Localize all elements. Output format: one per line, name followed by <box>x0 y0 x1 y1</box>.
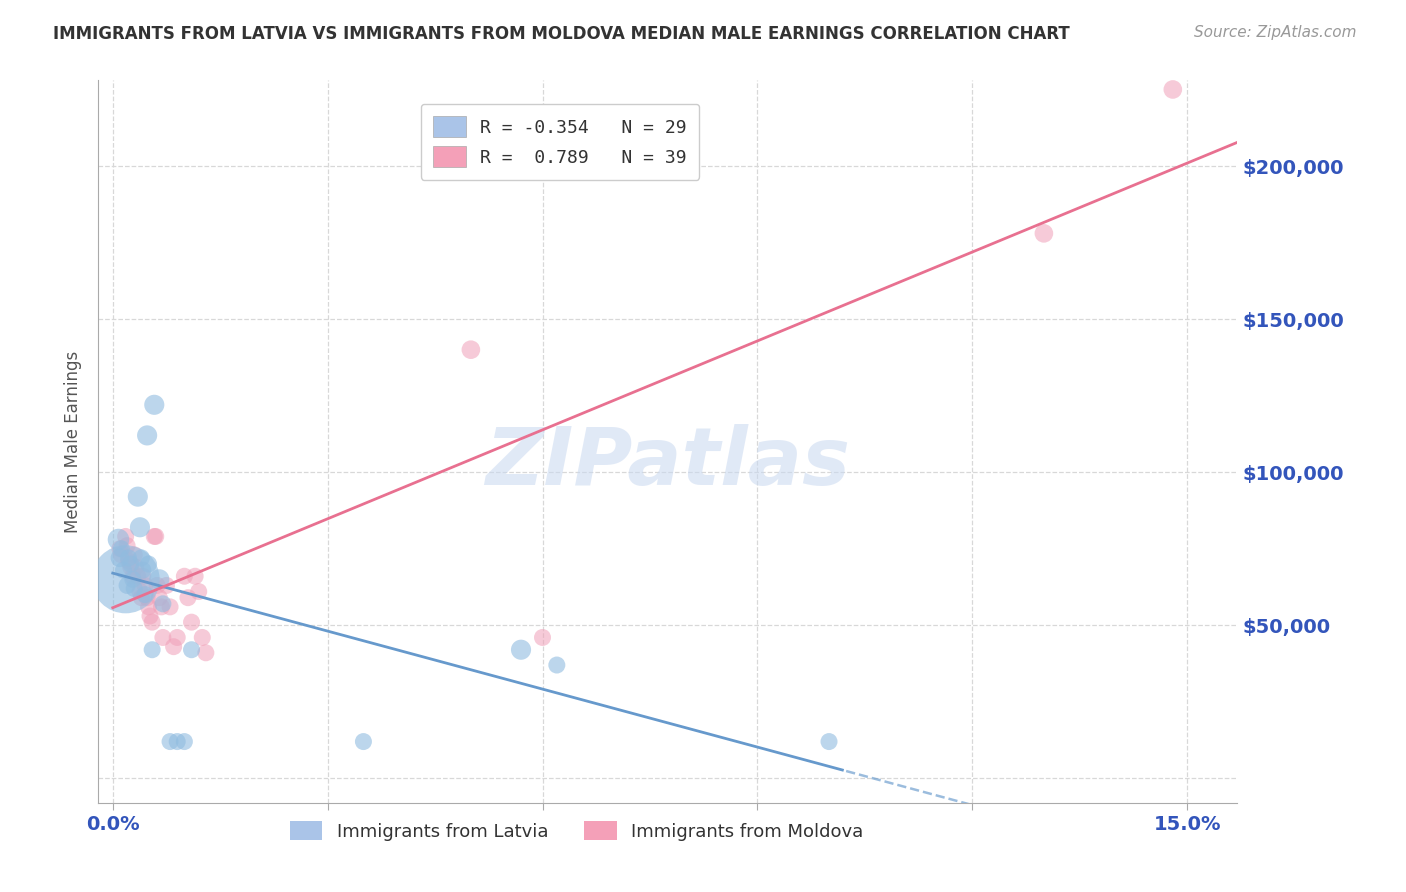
Point <box>162 640 184 654</box>
Point <box>121 572 143 586</box>
Text: IMMIGRANTS FROM LATVIA VS IMMIGRANTS FROM MOLDOVA MEDIAN MALE EARNINGS CORRELATI: IMMIGRANTS FROM LATVIA VS IMMIGRANTS FRO… <box>53 25 1070 43</box>
Point <box>138 599 160 614</box>
Point <box>177 591 200 605</box>
Point <box>131 591 153 605</box>
Point <box>134 588 156 602</box>
Point <box>117 554 139 568</box>
Point <box>114 572 136 586</box>
Point <box>191 631 214 645</box>
Point <box>460 343 482 357</box>
Point <box>115 539 138 553</box>
Point <box>152 597 174 611</box>
Point <box>546 658 568 673</box>
Y-axis label: Median Male Earnings: Median Male Earnings <box>65 351 83 533</box>
Point <box>136 428 159 442</box>
Point <box>510 642 533 657</box>
Point <box>166 631 188 645</box>
Point <box>138 557 160 571</box>
Point <box>141 615 163 630</box>
Point <box>148 591 170 605</box>
Point <box>184 569 207 583</box>
Point <box>146 578 169 592</box>
Point <box>122 548 145 562</box>
Point <box>127 490 149 504</box>
Point <box>159 734 181 748</box>
Point <box>115 578 138 592</box>
Point <box>145 529 167 543</box>
Point <box>152 631 174 645</box>
Point <box>155 578 177 592</box>
Point <box>110 541 132 556</box>
Point <box>818 734 841 748</box>
Point <box>132 569 155 583</box>
Point <box>187 584 209 599</box>
Point <box>531 631 554 645</box>
Point <box>1161 82 1184 96</box>
Point <box>108 541 131 556</box>
Point <box>173 569 195 583</box>
Point <box>112 563 135 577</box>
Point <box>108 550 131 565</box>
Point <box>148 572 170 586</box>
Point <box>120 560 142 574</box>
Point <box>114 529 136 543</box>
Point <box>173 734 195 748</box>
Point <box>107 533 129 547</box>
Point <box>136 591 159 605</box>
Legend: Immigrants from Latvia, Immigrants from Moldova: Immigrants from Latvia, Immigrants from … <box>283 814 870 848</box>
Point <box>150 599 173 614</box>
Point <box>134 578 156 592</box>
Point <box>131 550 153 565</box>
Point <box>141 642 163 657</box>
Point <box>143 398 166 412</box>
Point <box>120 557 142 571</box>
Point <box>166 734 188 748</box>
Point <box>121 569 143 583</box>
Point <box>122 582 145 596</box>
Point <box>117 550 139 565</box>
Point <box>180 642 202 657</box>
Point <box>159 599 181 614</box>
Point <box>129 584 152 599</box>
Point <box>129 520 152 534</box>
Point <box>127 569 149 583</box>
Point <box>139 609 162 624</box>
Point <box>124 560 146 574</box>
Point <box>352 734 374 748</box>
Point <box>194 646 217 660</box>
Point <box>1032 227 1054 241</box>
Point <box>110 548 132 562</box>
Text: ZIPatlas: ZIPatlas <box>485 425 851 502</box>
Point <box>132 563 155 577</box>
Point <box>180 615 202 630</box>
Point <box>143 529 166 543</box>
Text: Source: ZipAtlas.com: Source: ZipAtlas.com <box>1194 25 1357 40</box>
